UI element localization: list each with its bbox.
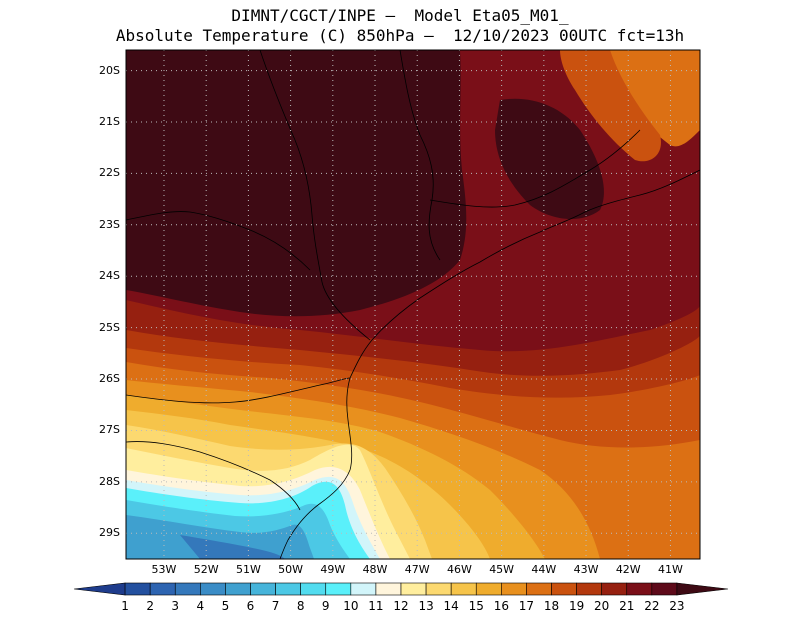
colorbar-swatch: [400, 582, 427, 596]
lat-label: 24S: [99, 269, 120, 283]
colorbar-swatch: [225, 582, 251, 596]
lat-label: 22S: [99, 166, 120, 180]
colorbar-swatch: [501, 582, 527, 596]
lon-label: 43W: [573, 563, 599, 576]
colorbar-label: 10: [343, 599, 359, 613]
colorbar-swatch: [275, 582, 301, 596]
colorbar-swatch: [375, 582, 402, 596]
lon-label: 47W: [404, 563, 430, 576]
lat-label: 23S: [99, 217, 120, 231]
colorbar-label: 3: [171, 599, 180, 613]
colorbar-label: 4: [196, 599, 205, 613]
colorbar-swatch: [124, 582, 151, 596]
lat-label: 27S: [99, 423, 120, 437]
colorbar-upper-arrow: [676, 582, 729, 596]
graticule: [126, 50, 700, 559]
colorbar-swatch: [300, 582, 327, 596]
lon-label: 41W: [658, 563, 683, 576]
lon-label: 46W: [446, 563, 472, 576]
lon-label: 52W: [193, 563, 219, 576]
lon-label: 53W: [151, 563, 177, 576]
lat-label: 20S: [99, 63, 120, 77]
field-ne-19: [560, 50, 661, 162]
colorbar-label: 14: [443, 599, 459, 613]
title-line-1: DIMNT/CGCT/INPE — Model Eta05_M01_: [231, 6, 569, 25]
colorbar-swatch: [200, 582, 226, 596]
colorbar-swatch: [475, 582, 502, 596]
field-ne-warm: [495, 98, 604, 220]
colorbar-swatch: [601, 582, 628, 596]
colorbar-swatch: [250, 582, 276, 596]
state-border: [126, 441, 301, 511]
field-ne-18: [600, 50, 700, 147]
state-border: [126, 377, 351, 404]
colorbar-label: 21: [619, 599, 635, 613]
colorbar-swatch: [626, 582, 653, 596]
colorbar-swatch: [526, 582, 552, 596]
field-band-7: [126, 515, 314, 559]
colorbar-swatch: [325, 582, 352, 596]
colorbar-label: 12: [393, 599, 409, 613]
coastline-and-borders: [126, 50, 700, 559]
colorbar-label: 17: [518, 599, 535, 613]
colorbar-lower-arrow: [73, 582, 126, 596]
state-border: [126, 211, 311, 271]
state-border: [399, 50, 441, 261]
colorbar-label: 13: [418, 599, 434, 613]
lon-label: 50W: [278, 563, 304, 576]
colorbar-label: 11: [368, 599, 384, 613]
colorbar-swatch: [450, 582, 477, 596]
state-border: [429, 129, 641, 208]
lat-label: 29S: [99, 526, 120, 540]
lon-label: 42W: [615, 563, 641, 576]
map-frame: [125, 49, 701, 560]
colorbar-label: 18: [543, 599, 560, 613]
lat-label: 21S: [99, 114, 120, 128]
colorbar-label: 2: [146, 599, 154, 613]
colorbar-label: 8: [296, 599, 305, 613]
lon-label: 49W: [320, 563, 346, 576]
colorbar: [73, 582, 729, 596]
temperature-field: [126, 50, 700, 559]
lat-label: 28S: [99, 474, 120, 488]
colorbar-label: 19: [568, 599, 585, 613]
colorbar-swatch: [551, 582, 577, 596]
colorbar-label: 23: [669, 599, 685, 613]
colorbar-swatch: [174, 582, 201, 596]
lon-label: 44W: [531, 563, 557, 576]
lon-label: 45W: [489, 563, 515, 576]
colorbar-label: 7: [271, 599, 280, 613]
colorbar-label: 9: [321, 599, 330, 613]
colorbar-swatch: [425, 582, 452, 596]
colorbar-label: 20: [594, 599, 610, 613]
colorbar-label: 5: [221, 599, 230, 613]
field-inland-23: [126, 50, 467, 317]
coastline: [279, 169, 700, 559]
colorbar-label: 6: [246, 599, 255, 613]
lat-label: 25S: [99, 320, 120, 334]
lat-label: 26S: [99, 372, 120, 386]
colorbar-label: 16: [493, 599, 509, 613]
colorbar-label: 1: [121, 599, 129, 613]
colorbar-swatch: [149, 582, 176, 596]
state-border: [259, 50, 371, 341]
colorbar-label: 22: [644, 599, 660, 613]
colorbar-swatch: [651, 582, 678, 596]
colorbar-swatch: [576, 582, 602, 596]
lon-label: 51W: [235, 563, 261, 576]
colorbar-swatch: [350, 582, 377, 596]
colorbar-label: 15: [468, 599, 484, 613]
lon-label: 48W: [362, 563, 388, 576]
title-line-2: Absolute Temperature (C) 850hPa — 12/10/…: [115, 26, 685, 45]
